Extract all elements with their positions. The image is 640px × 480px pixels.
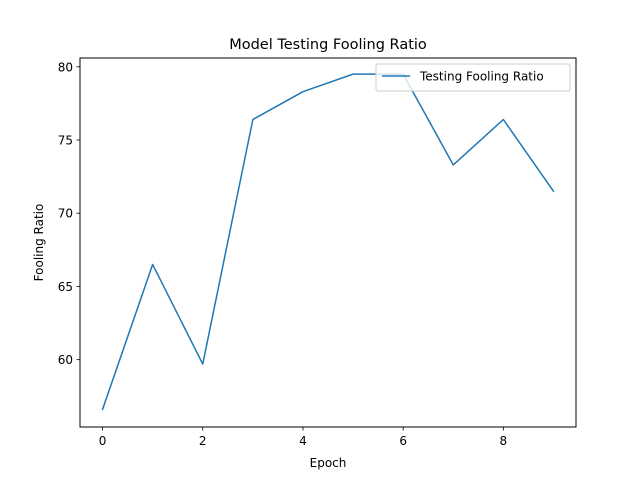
legend-box xyxy=(375,63,571,92)
series-layer xyxy=(101,73,555,411)
y-tick-label: 75 xyxy=(58,134,73,148)
legend-label-testing-fooling-ratio: Testing Fooling Ratio xyxy=(419,70,544,84)
legend: Testing Fooling Ratio xyxy=(375,63,571,92)
x-tick-label: 6 xyxy=(399,434,407,448)
chart-title: Model Testing Fooling Ratio xyxy=(229,37,427,53)
x-tick-label: 8 xyxy=(500,434,508,448)
x-axis-label: Epoch xyxy=(310,456,347,470)
x-tick-label: 2 xyxy=(199,434,207,448)
x-tick-label: 4 xyxy=(299,434,307,448)
y-axis-label: Fooling Ratio xyxy=(32,204,46,282)
y-tick-label: 65 xyxy=(58,280,73,294)
x-tick-label: 0 xyxy=(99,434,107,448)
y-tick-label: 70 xyxy=(58,207,73,221)
plot-frame xyxy=(79,57,577,428)
axis-ticks: 0 2 4 6 8 60 65 70 75 80 xyxy=(58,60,507,448)
y-tick-label: 80 xyxy=(58,60,73,74)
series-line-testing-fooling-ratio xyxy=(101,73,555,411)
y-tick-label: 60 xyxy=(58,353,73,367)
